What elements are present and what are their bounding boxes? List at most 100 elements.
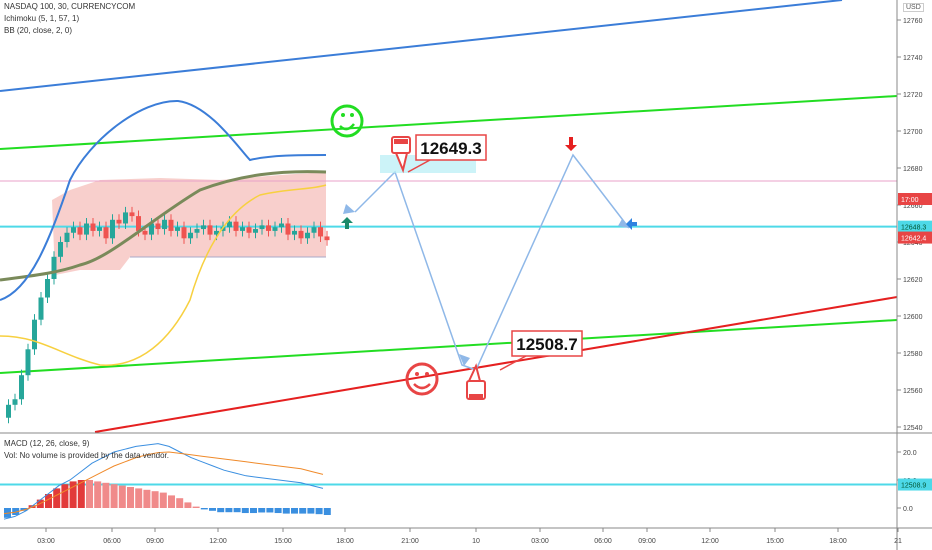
candle-body: [273, 227, 278, 231]
candle-body: [71, 227, 76, 233]
candle-body: [208, 225, 213, 234]
callout-text: 12649.3: [420, 139, 481, 158]
price-tick-label: 12620: [903, 277, 923, 284]
time-tick-label: 12:00: [701, 538, 719, 545]
smiley-eye: [350, 113, 354, 117]
ichimoku-legend: Ichimoku (5, 1, 57, 1): [4, 14, 79, 23]
candle-body: [325, 236, 330, 240]
candle-body: [45, 279, 50, 298]
macd-histogram-bar: [160, 493, 167, 508]
candle-body: [97, 227, 102, 231]
macd-histogram-bar: [61, 484, 68, 508]
candle-body: [188, 233, 193, 239]
macd-histogram-bar: [283, 508, 290, 514]
candle-body: [279, 224, 284, 228]
currency-button[interactable]: USD: [903, 3, 924, 12]
price-tick-label: 12560: [903, 388, 923, 395]
candle-body: [299, 231, 304, 238]
candle-body: [175, 227, 180, 231]
macd-histogram-bar: [127, 487, 134, 508]
grid: [0, 0, 897, 550]
candle-body: [162, 220, 167, 229]
candle-body: [182, 227, 187, 238]
candle-body: [91, 224, 96, 231]
candle-body: [260, 225, 265, 229]
candle-body: [169, 220, 174, 231]
macd-histogram-bar: [168, 495, 175, 508]
time-tick-label: 10: [472, 538, 480, 545]
candle-body: [39, 298, 44, 320]
candle-body: [247, 227, 252, 233]
candle-body: [318, 227, 323, 236]
price-tick-label: 12700: [903, 129, 923, 136]
candle-body: [32, 320, 37, 350]
macd-histogram-bar: [291, 508, 298, 514]
time-tick-label: 09:00: [146, 538, 164, 545]
price-tick-label: 12680: [903, 166, 923, 173]
callout-text: 12508.7: [516, 335, 577, 354]
candle-body: [156, 224, 161, 230]
macd-histogram-bar: [201, 508, 208, 509]
macd-histogram-bar: [275, 508, 282, 513]
time-tick-label: 03:00: [37, 538, 55, 545]
macd-tick-label: 0.0: [903, 506, 913, 513]
macd-histogram-bar: [102, 483, 109, 508]
candle-body: [65, 233, 70, 242]
macd-histogram-bar: [152, 491, 159, 508]
price-tick-label: 12600: [903, 314, 923, 321]
macd-histogram-bar: [53, 488, 60, 508]
macd-histogram-bar: [111, 484, 118, 508]
price-tick-label: 12580: [903, 351, 923, 358]
macd-histogram-bar: [86, 480, 93, 508]
macd-histogram-bar: [316, 508, 323, 514]
candle-body: [253, 229, 258, 233]
price-tag-label: 17:00: [901, 197, 919, 204]
candle-body: [143, 231, 148, 235]
candle-body: [195, 229, 200, 233]
smiley-eye: [425, 372, 429, 376]
candle-body: [6, 405, 11, 418]
price-tick-label: 12720: [903, 92, 923, 99]
macd-histogram-bar: [258, 508, 265, 512]
macd-legend: MACD (12, 26, close, 9): [4, 439, 89, 448]
time-tick-label: 15:00: [274, 538, 292, 545]
time-tick-label: 21: [894, 538, 902, 545]
time-tick-label: 06:00: [103, 538, 121, 545]
time-tick-label: 03:00: [531, 538, 549, 545]
macd-histogram-bar: [307, 508, 314, 514]
time-tick-label: 18:00: [829, 538, 847, 545]
candle-body: [110, 220, 115, 239]
smiley-eye: [415, 372, 419, 376]
macd-histogram-bar: [324, 508, 331, 515]
macd-histogram-bar: [176, 498, 183, 508]
hand-cuff: [394, 139, 408, 144]
time-tick-label: 18:00: [336, 538, 354, 545]
hand-cuff: [469, 394, 483, 399]
candle-body: [136, 216, 141, 231]
macd-histogram-bar: [299, 508, 306, 514]
macd-histogram-bar: [234, 508, 241, 512]
candle-body: [123, 212, 128, 223]
bb-legend: BB (20, close, 2, 0): [4, 26, 72, 35]
candle-body: [104, 227, 109, 238]
candle-body: [84, 224, 89, 235]
smiley-eye: [341, 113, 345, 117]
macd-histogram-bar: [217, 508, 224, 512]
macd-histogram-bar: [143, 490, 150, 508]
macd-histogram-bar: [242, 508, 249, 513]
time-tick-label: 09:00: [638, 538, 656, 545]
price-tag-label: 12642.4: [901, 236, 926, 243]
macd-histogram-bar: [184, 502, 191, 508]
candle-body: [240, 227, 245, 231]
time-tick-label: 06:00: [594, 538, 612, 545]
macd-histogram-bar: [94, 481, 101, 508]
macd-histogram-bar: [193, 507, 200, 508]
candle-body: [266, 225, 271, 231]
macd-histogram-bar: [119, 486, 126, 508]
candle-body: [201, 225, 206, 229]
candle-body: [286, 224, 291, 235]
candle-body: [117, 220, 122, 224]
candle-body: [78, 227, 83, 234]
candle-body: [305, 233, 310, 239]
